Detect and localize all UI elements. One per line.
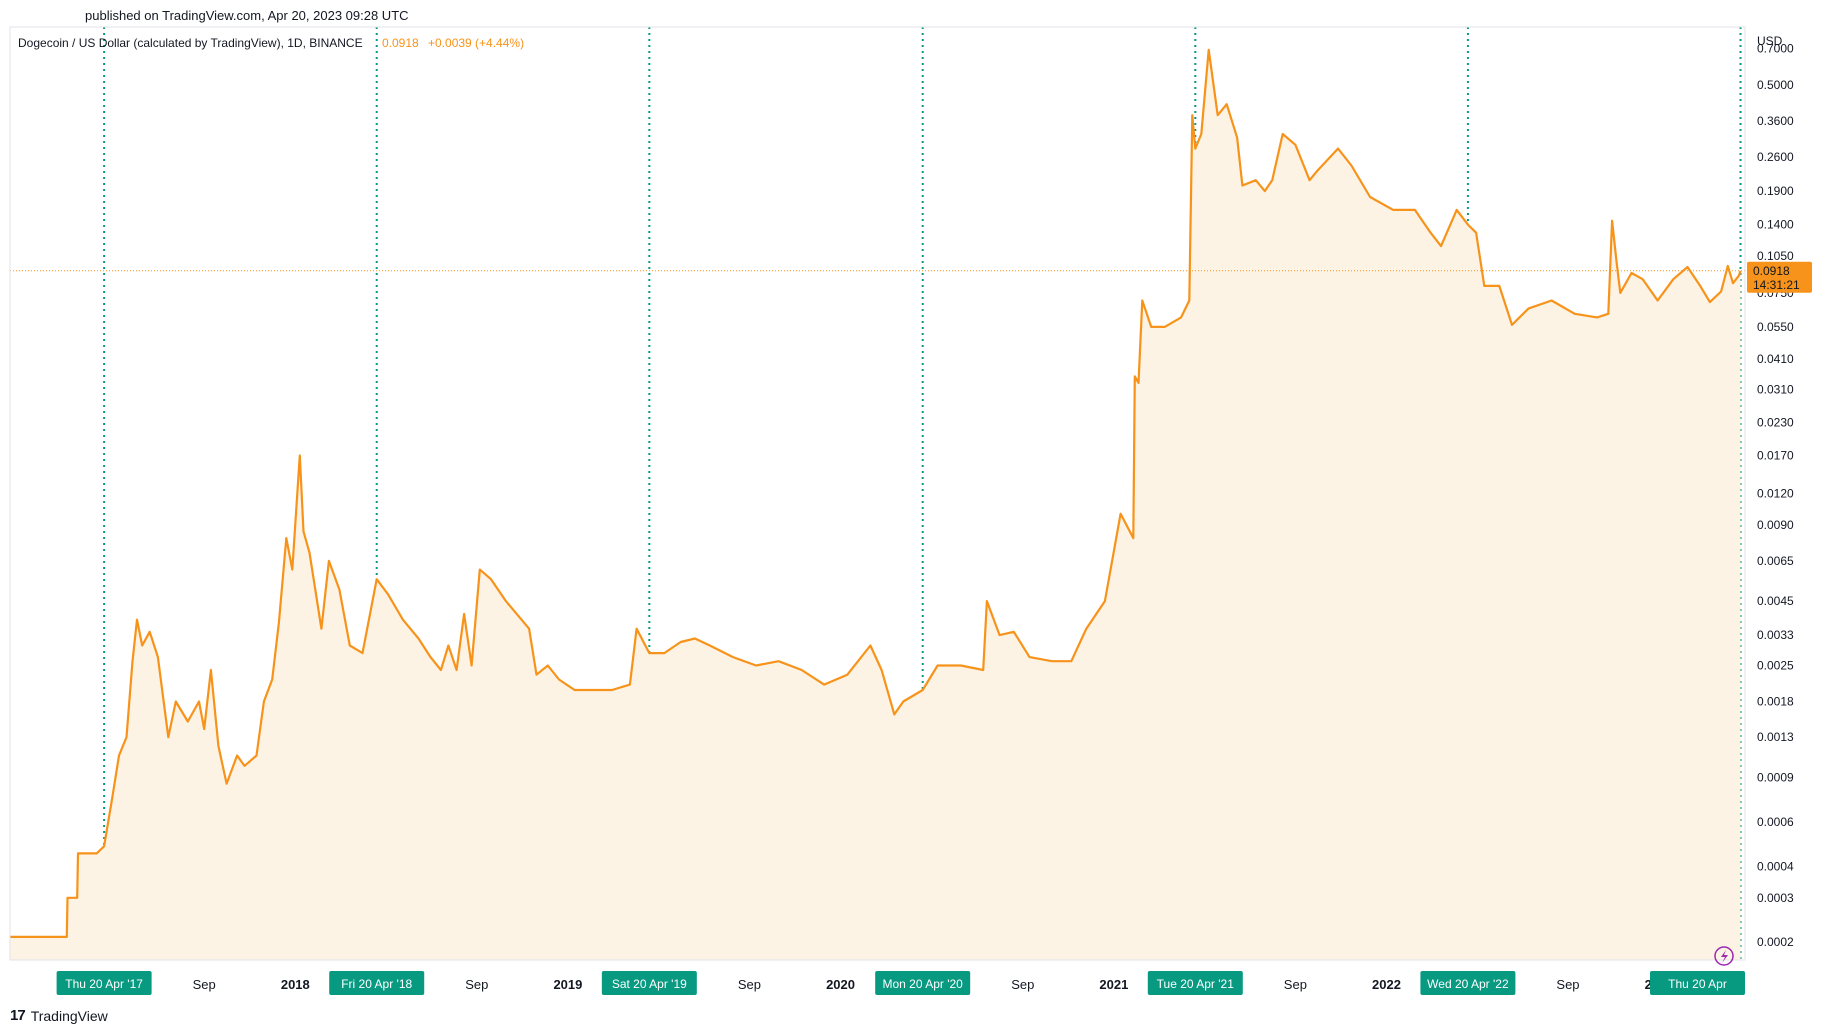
date-marker-badge [329, 971, 425, 995]
price-area-fill [10, 49, 1741, 961]
y-tick-label: 0.0230 [1757, 415, 1794, 429]
y-tick-label: 0.0090 [1757, 518, 1794, 532]
x-tick-label: 2021 [1099, 977, 1128, 992]
y-tick-label: 0.3600 [1757, 114, 1794, 128]
x-tick-label: Sep [1556, 977, 1579, 992]
x-tick-label: 2019 [553, 977, 582, 992]
y-tick-label: 0.0002 [1757, 935, 1794, 949]
y-tick-label: 0.1900 [1757, 184, 1794, 198]
date-marker-label: Tue 20 Apr '21 [1157, 977, 1235, 991]
date-marker-badge [1147, 971, 1243, 995]
legend-last-price: 0.0918 [382, 36, 419, 50]
y-tick-label: 0.0065 [1757, 554, 1794, 568]
time-axis[interactable]: Sep2018Sep2019Sep2020Sep2021Sep2022Sep20… [193, 977, 1674, 992]
x-tick-label: 2020 [826, 977, 855, 992]
tradingview-logo[interactable]: 17 TradingView [10, 1007, 108, 1024]
y-tick-label: 0.0018 [1757, 695, 1794, 709]
y-tick-label: 0.5000 [1757, 78, 1794, 92]
y-tick-label: 0.0003 [1757, 891, 1794, 905]
chart-frame [9, 26, 1746, 961]
y-tick-label: 0.0013 [1757, 730, 1794, 744]
date-marker-label: Sat 20 Apr '19 [612, 977, 687, 991]
lightning-icon[interactable] [1714, 946, 1734, 966]
legend-change: +0.0039 (+4.44%) [428, 36, 524, 50]
date-marker-badge [56, 971, 152, 995]
y-tick-label: 0.0045 [1757, 594, 1794, 608]
published-note: published on TradingView.com, Apr 20, 20… [85, 8, 409, 23]
y-tick-label: 0.2600 [1757, 150, 1794, 164]
x-tick-label: Sep [465, 977, 488, 992]
y-tick-label: 0.0310 [1757, 383, 1794, 397]
y-tick-label: 0.0170 [1757, 449, 1794, 463]
date-marker-badge [1650, 971, 1745, 995]
y-tick-label: 0.1050 [1757, 249, 1794, 263]
date-marker-label: Fri 20 Apr '18 [341, 977, 412, 991]
x-tick-label: 2022 [1372, 977, 1401, 992]
tradingview-brand: TradingView [30, 1007, 108, 1024]
date-marker-badge [1420, 971, 1516, 995]
price-line[interactable] [10, 48, 1742, 938]
price-tag-background [1747, 261, 1812, 293]
y-tick-label: 0.0033 [1757, 628, 1794, 642]
y-tick-label: 0.0550 [1757, 320, 1794, 334]
y-tick-label: 0.0004 [1757, 859, 1794, 873]
y-tick-label: 0.0410 [1757, 352, 1794, 366]
date-marker-badge [601, 971, 697, 995]
x-tick-label: 2018 [281, 977, 310, 992]
date-marker-label: Thu 20 Apr '17 [65, 977, 143, 991]
x-tick-label: Sep [738, 977, 761, 992]
x-tick-label: Sep [1011, 977, 1034, 992]
y-tick-label: 0.0009 [1757, 770, 1794, 784]
date-marker-badge [875, 971, 971, 995]
y-tick-label: 0.0025 [1757, 659, 1794, 673]
price-axis[interactable]: 0.7000 0.5000 0.3600 0.2600 0.1900 0.1400 0.10… [1757, 41, 1794, 949]
y-tick-label: 0.1400 [1757, 218, 1794, 232]
x-tick-label: Sep [1284, 977, 1307, 992]
y-tick-label: 0.0120 [1757, 487, 1794, 501]
date-marker-label: Mon 20 Apr '20 [883, 977, 964, 991]
currency-label: USD [1757, 34, 1783, 48]
date-marker-label: Thu 20 Apr [1668, 977, 1727, 991]
x-tick-label: Sep [193, 977, 216, 992]
date-marker-labels: Thu 20 Apr '17 Fri 20 Apr '18 Sat 20 Apr '… [56, 971, 1745, 995]
legend-symbol: Dogecoin / US Dollar (calculated by Trad… [18, 36, 363, 50]
tradingview-mark-icon: 17 [10, 1007, 26, 1024]
date-marker-label: Wed 20 Apr '22 [1427, 977, 1509, 991]
price-tag-countdown: 14:31:21 [1753, 278, 1800, 292]
y-tick-label: 0.7000 [1757, 41, 1794, 55]
y-tick-label: 0.0006 [1757, 815, 1794, 829]
price-tag-value: 0.0918 [1753, 264, 1790, 278]
last-price-tag: 0.0918 14:31:21 [1747, 261, 1812, 293]
